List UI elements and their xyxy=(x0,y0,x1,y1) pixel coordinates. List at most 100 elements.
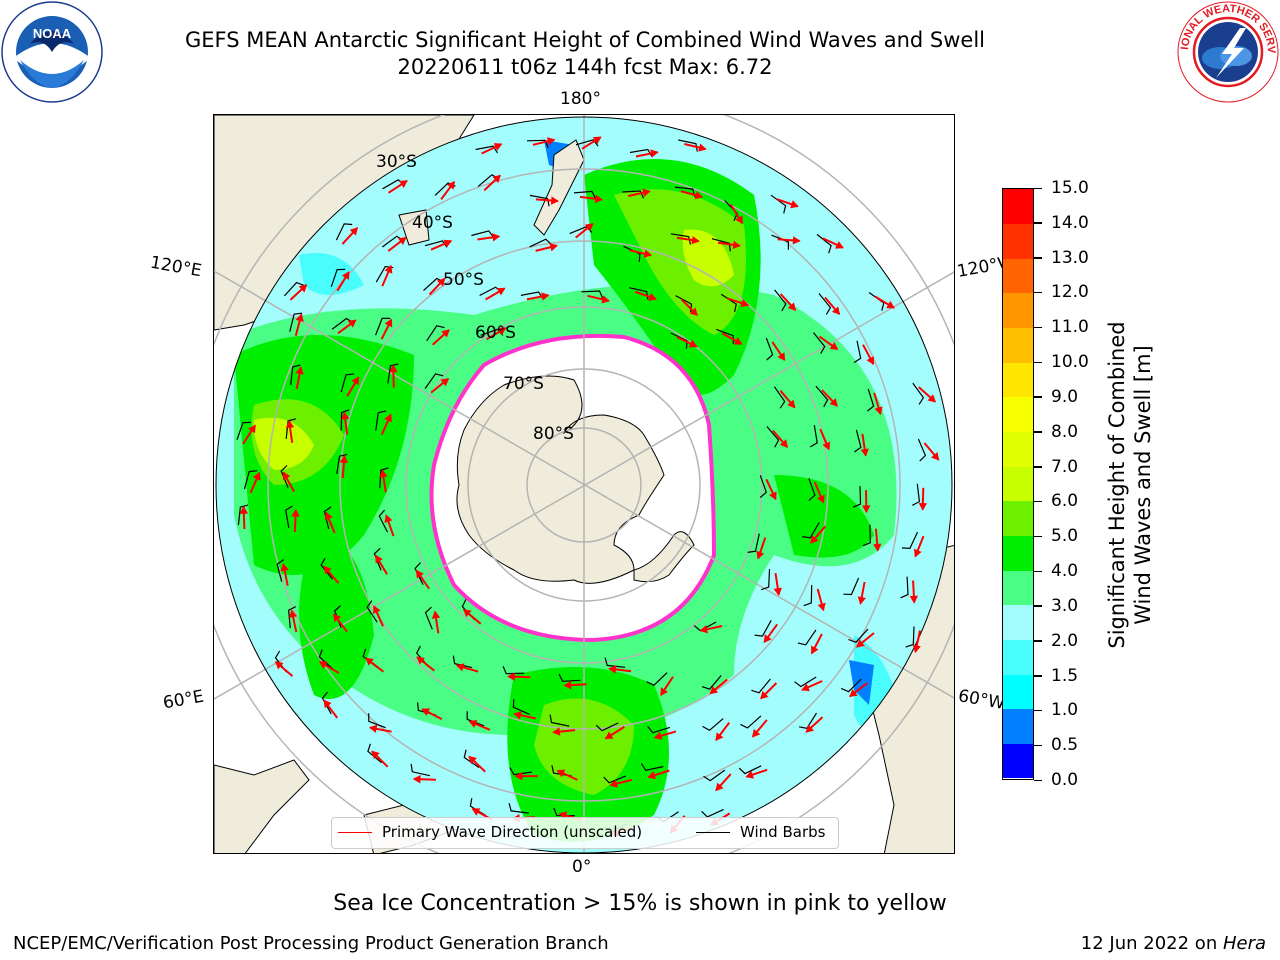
colorbar-segment xyxy=(1003,708,1033,744)
colorbar-tick xyxy=(1034,500,1042,503)
colorbar-tick-label: 8.0 xyxy=(1051,421,1079,442)
wave-arrow-head xyxy=(397,236,407,245)
colorbar-tick xyxy=(1034,605,1042,607)
wind-barb xyxy=(414,562,424,585)
wave-arrow-head xyxy=(752,728,761,738)
wave-arrow-head xyxy=(541,292,550,301)
wave-arrow-head xyxy=(324,511,333,521)
wave-arrow-head xyxy=(282,471,291,481)
wave-arrow-head xyxy=(777,352,786,361)
wave-arrow-head xyxy=(609,779,618,788)
wave-arrow-head xyxy=(384,318,393,328)
wind-barb xyxy=(815,385,829,408)
wave-arrow-head xyxy=(323,565,332,575)
wave-arrow-head xyxy=(384,264,393,274)
wave-arrow-head xyxy=(601,295,610,304)
wave-arrow-head xyxy=(735,215,743,225)
colorbar-segment xyxy=(1003,258,1033,294)
wind-barb xyxy=(508,802,530,814)
lat-label-40s: 40°S xyxy=(412,213,453,233)
colorbar xyxy=(1002,188,1034,780)
wave-arrow-head xyxy=(341,411,350,420)
wave-arrow-head xyxy=(347,319,357,328)
colorbar-title: Significant Height of Combined Wind Wave… xyxy=(1105,321,1155,649)
footer-credit: NCEP/EMC/Verification Post Processing Pr… xyxy=(13,933,609,954)
wind-barb xyxy=(738,765,762,775)
wind-barb xyxy=(237,504,249,526)
wave-arrow-head xyxy=(285,419,295,429)
wave-arrow-head xyxy=(805,724,815,733)
wave-arrow-head xyxy=(857,596,866,605)
wind-barb xyxy=(375,410,387,431)
wave-arrow-head xyxy=(546,137,556,146)
wind-barb xyxy=(471,230,494,238)
wave-arrow-head xyxy=(333,613,342,623)
wind-barb xyxy=(318,649,334,670)
colorbar-segment xyxy=(1003,535,1033,571)
land-antarctic-peninsula xyxy=(633,531,695,583)
wave-arrow-head xyxy=(912,644,921,654)
chart-title: GEFS MEAN Antarctic Significant Height o… xyxy=(184,28,986,52)
wind-barb xyxy=(802,521,820,539)
wave-arrow-head xyxy=(660,687,668,696)
sea-ice-caption: Sea Ice Concentration > 15% is shown in … xyxy=(333,891,947,916)
wind-barb xyxy=(773,386,786,409)
wind-barb xyxy=(905,626,915,648)
wind-barb xyxy=(366,600,378,623)
map-canvas xyxy=(214,115,954,853)
land-africa xyxy=(214,759,310,853)
footer-date: 12 Jun 2022 on Hera xyxy=(1080,933,1266,954)
wave-arrow-head xyxy=(604,731,614,740)
wave-arrow-head xyxy=(295,313,304,322)
wind-barb xyxy=(646,672,668,686)
wave-arrow-head xyxy=(886,300,895,309)
wave-arrow-head xyxy=(829,398,838,407)
wave-arrow-head xyxy=(874,406,883,416)
wind-barb xyxy=(761,569,771,591)
wind-barb xyxy=(912,382,925,405)
legend-wind-barbs: Wind Barbs xyxy=(696,823,825,841)
wave-arrow-head xyxy=(384,413,392,423)
land-tasmania xyxy=(398,209,430,246)
colorbar-segment xyxy=(1003,396,1033,433)
wave-arrow-head xyxy=(239,505,249,514)
wind-barb xyxy=(410,763,431,777)
wave-arrow-head xyxy=(298,284,308,293)
wind-barb xyxy=(701,675,722,690)
legend-red-line-icon xyxy=(338,832,372,833)
wave-arrow-head xyxy=(801,683,810,692)
colorbar-segment xyxy=(1003,362,1033,398)
lon-label-120e: 120°E xyxy=(148,252,204,282)
colorbar-tick xyxy=(1034,535,1042,538)
colorbar-tick xyxy=(1034,326,1042,329)
wind-barb xyxy=(321,691,332,715)
wind-barb xyxy=(622,190,645,199)
wave-arrow-head xyxy=(436,277,446,287)
wave-arrow-head xyxy=(549,243,558,252)
wind-barb xyxy=(502,666,525,675)
wind-barb xyxy=(558,673,581,682)
wind-barb xyxy=(670,332,688,349)
colorbar-tick xyxy=(1034,291,1042,294)
wave-arrow-head xyxy=(699,625,708,634)
wave-arrow-head xyxy=(443,239,453,248)
wave-arrow-head xyxy=(831,306,841,315)
wave-arrow-head xyxy=(379,469,388,478)
wind-barb xyxy=(378,509,389,533)
wind-barb xyxy=(387,363,399,384)
wind-barb xyxy=(529,194,550,207)
colorbar-tick xyxy=(1034,187,1042,189)
wind-barb xyxy=(716,328,734,344)
wind-barb xyxy=(678,139,698,152)
wave-arrow-head xyxy=(740,299,749,308)
colorbar-tick-label: 2.0 xyxy=(1051,630,1079,651)
wave-arrow-head xyxy=(715,782,724,792)
wave-arrow-head xyxy=(507,672,516,681)
polar-map xyxy=(213,114,955,854)
wind-barb xyxy=(852,486,862,508)
wave-arrow-head xyxy=(756,550,765,560)
wind-barb xyxy=(766,426,780,448)
wave-arrow-head xyxy=(431,610,441,619)
wind-barb xyxy=(575,139,599,147)
map-legend: Primary Wave Direction (unscaled) Wind B… xyxy=(331,817,839,849)
